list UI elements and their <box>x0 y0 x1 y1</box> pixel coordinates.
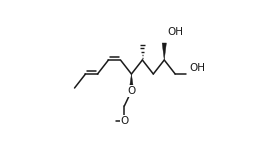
Polygon shape <box>129 74 134 91</box>
Polygon shape <box>162 43 166 60</box>
Text: OH: OH <box>189 63 205 73</box>
Text: O: O <box>120 116 128 126</box>
Text: OH: OH <box>168 27 184 37</box>
Text: O: O <box>127 86 136 96</box>
